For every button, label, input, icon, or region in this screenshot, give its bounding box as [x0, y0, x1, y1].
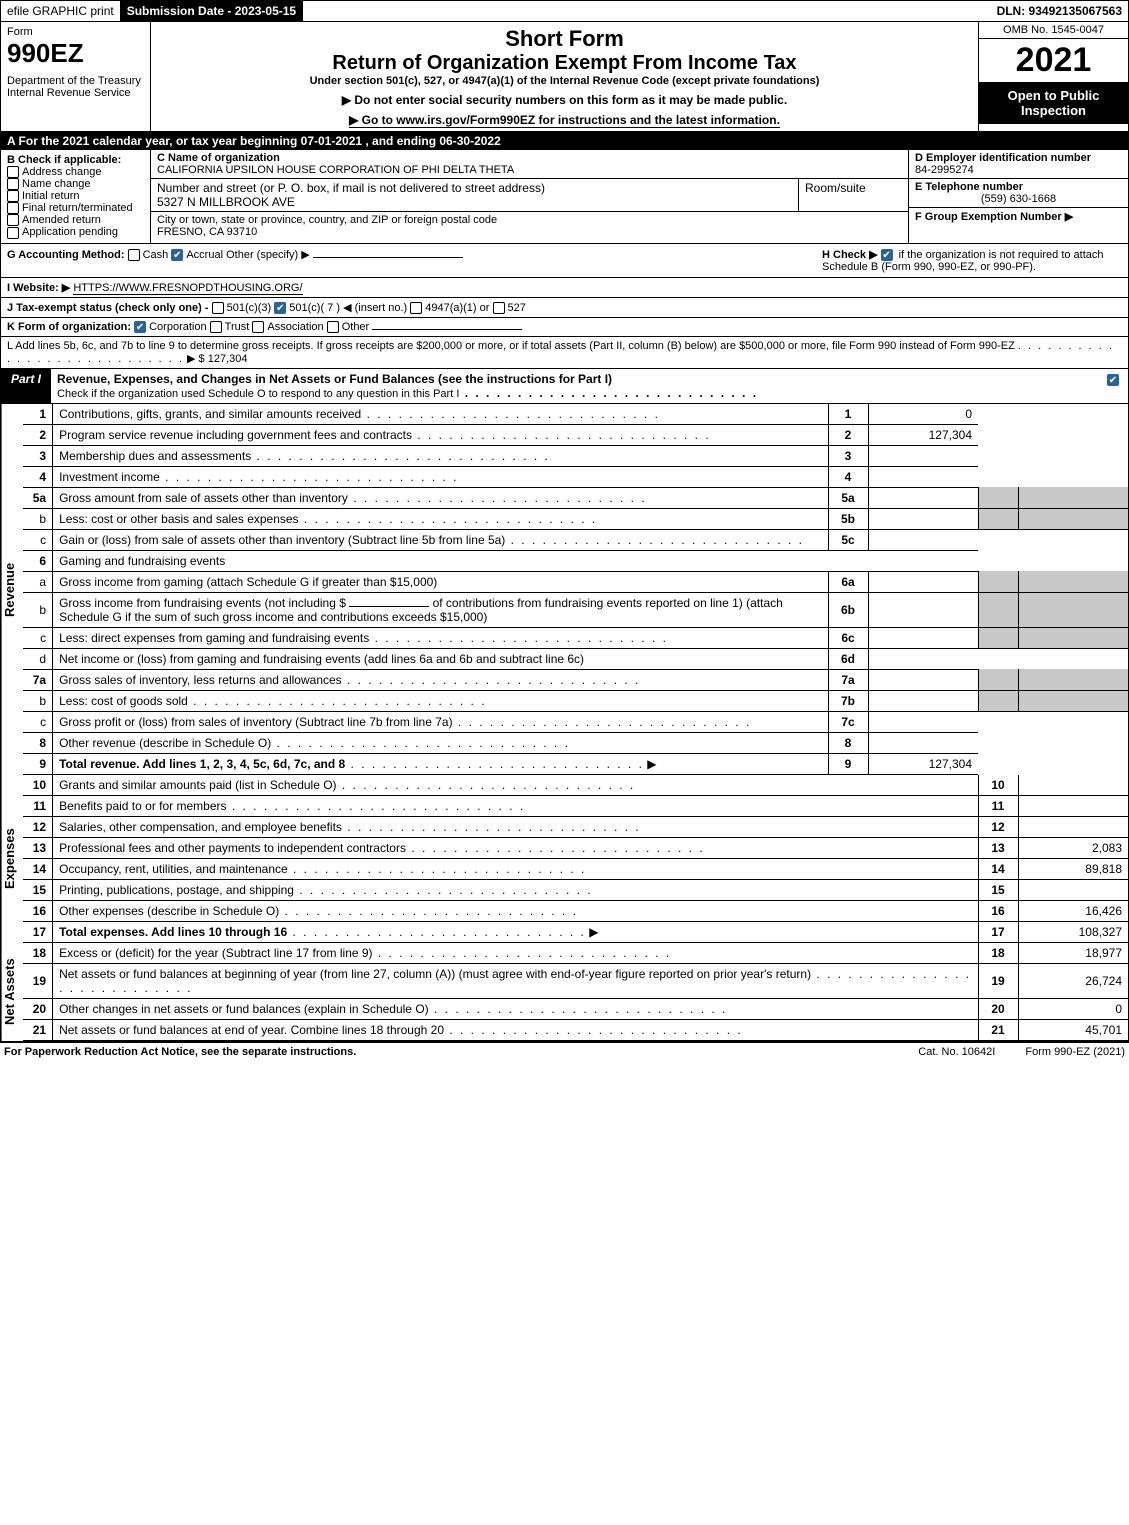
h-label: H Check ▶ — [822, 249, 878, 261]
checkbox-icon[interactable] — [493, 302, 505, 314]
section-j: J Tax-exempt status (check only one) - 5… — [0, 298, 1129, 318]
group-label: F Group Exemption Number ▶ — [915, 211, 1073, 223]
checkbox-icon[interactable] — [881, 249, 893, 261]
form-word: Form — [7, 26, 144, 38]
street-label: Number and street (or P. O. box, if mail… — [157, 181, 545, 195]
footer-left: For Paperwork Reduction Act Notice, see … — [0, 1046, 888, 1058]
revenue-block: Revenue 1Contributions, gifts, grants, a… — [0, 404, 1129, 775]
goto-text[interactable]: ▶ Go to www.irs.gov/Form990EZ for instru… — [349, 113, 780, 128]
checkbox-icon[interactable] — [7, 166, 19, 178]
section-gh: G Accounting Method: Cash Accrual Other … — [0, 244, 1129, 278]
dln-label: DLN: 93492135067563 — [991, 1, 1128, 21]
irs-label: Internal Revenue Service — [7, 87, 144, 99]
goto-note: ▶ Go to www.irs.gov/Form990EZ for instru… — [157, 113, 972, 127]
l-text: L Add lines 5b, 6c, and 7b to line 9 to … — [7, 340, 1015, 352]
ein-value: 84-2995274 — [915, 164, 974, 176]
line-a: A For the 2021 calendar year, or tax yea… — [0, 132, 1129, 150]
check-name: Name change — [7, 178, 144, 190]
website-link[interactable]: HTTPS://WWW.FRESNOPDTHOUSING.ORG/ — [73, 282, 302, 295]
room-label: Room/suite — [798, 179, 908, 211]
checkbox-icon[interactable] — [134, 321, 146, 333]
checkbox-icon[interactable] — [7, 202, 19, 214]
footer-right: Form 990-EZ (2021) — [1025, 1046, 1129, 1058]
org-name: CALIFORNIA UPSILON HOUSE CORPORATION OF … — [157, 164, 514, 176]
checkbox-icon[interactable] — [7, 190, 19, 202]
footer-mid: Cat. No. 10642I — [888, 1046, 1025, 1058]
checkbox-icon[interactable] — [7, 214, 19, 226]
checkbox-icon[interactable] — [210, 321, 222, 333]
tax-year: 2021 — [979, 39, 1128, 82]
topbar: efile GRAPHIC print Submission Date - 20… — [0, 0, 1129, 22]
check-final: Final return/terminated — [7, 202, 144, 214]
checkbox-icon[interactable] — [410, 302, 422, 314]
phone-label: E Telephone number — [915, 181, 1023, 193]
name-label: C Name of organization — [157, 152, 280, 164]
ssn-note: ▶ Do not enter social security numbers o… — [157, 93, 972, 107]
city-value: FRESNO, CA 93710 — [157, 226, 257, 238]
dept-label: Department of the Treasury — [7, 75, 144, 87]
checkbox-icon[interactable] — [7, 227, 19, 239]
city-label: City or town, state or province, country… — [157, 214, 497, 226]
omb-number: OMB No. 1545-0047 — [979, 22, 1128, 39]
revenue-side: Revenue — [1, 404, 23, 775]
checkbox-icon[interactable] — [7, 178, 19, 190]
part1-title: Revenue, Expenses, and Changes in Net As… — [57, 372, 612, 386]
check-address: Address change — [7, 166, 144, 178]
part1-check-text: Check if the organization used Schedule … — [57, 388, 459, 400]
section-k: K Form of organization: Corporation Trus… — [0, 318, 1129, 337]
netassets-side: Net Assets — [1, 943, 23, 1041]
k-label: K Form of organization: — [7, 321, 131, 333]
open-inspection: Open to Public Inspection — [979, 82, 1128, 124]
form-header: Form 990EZ Department of the Treasury In… — [0, 22, 1129, 132]
sectionB-label: B Check if applicable: — [7, 154, 144, 166]
phone-value: (559) 630-1668 — [915, 193, 1122, 205]
ein-label: D Employer identification number — [915, 152, 1091, 164]
submission-date: Submission Date - 2023-05-15 — [121, 1, 303, 21]
part1-header: Part I Revenue, Expenses, and Changes in… — [0, 369, 1129, 404]
checkbox-icon[interactable] — [252, 321, 264, 333]
expenses-block: Expenses 10Grants and similar amounts pa… — [0, 775, 1129, 943]
checkbox-icon[interactable] — [274, 302, 286, 314]
checkbox-icon[interactable] — [1107, 374, 1119, 386]
checkbox-icon[interactable] — [212, 302, 224, 314]
checkbox-icon[interactable] — [128, 249, 140, 261]
under-section: Under section 501(c), 527, or 4947(a)(1)… — [157, 75, 972, 87]
check-amended: Amended return — [7, 214, 144, 226]
j-label: J Tax-exempt status (check only one) - — [7, 302, 209, 314]
short-form-title: Short Form — [157, 26, 972, 52]
form-number: 990EZ — [7, 38, 144, 69]
return-title: Return of Organization Exempt From Incom… — [157, 52, 972, 75]
footer: For Paperwork Reduction Act Notice, see … — [0, 1042, 1129, 1061]
check-initial: Initial return — [7, 190, 144, 202]
part1-tab: Part I — [1, 369, 51, 403]
checkbox-icon[interactable] — [171, 249, 183, 261]
expenses-side: Expenses — [1, 775, 23, 943]
efile-label: efile GRAPHIC print — [1, 1, 121, 21]
g-label: G Accounting Method: — [7, 249, 125, 261]
l-amount: $ 127,304 — [199, 353, 248, 365]
checkbox-icon[interactable] — [327, 321, 339, 333]
street-value: 5327 N MILLBROOK AVE — [157, 195, 295, 209]
netassets-block: Net Assets 18Excess or (deficit) for the… — [0, 943, 1129, 1042]
section-i: I Website: ▶ HTTPS://WWW.FRESNOPDTHOUSIN… — [0, 278, 1129, 298]
section-l: L Add lines 5b, 6c, and 7b to line 9 to … — [0, 337, 1129, 369]
check-pending: Application pending — [7, 226, 144, 238]
header-grid: B Check if applicable: Address change Na… — [0, 150, 1129, 244]
i-label: I Website: ▶ — [7, 282, 70, 294]
